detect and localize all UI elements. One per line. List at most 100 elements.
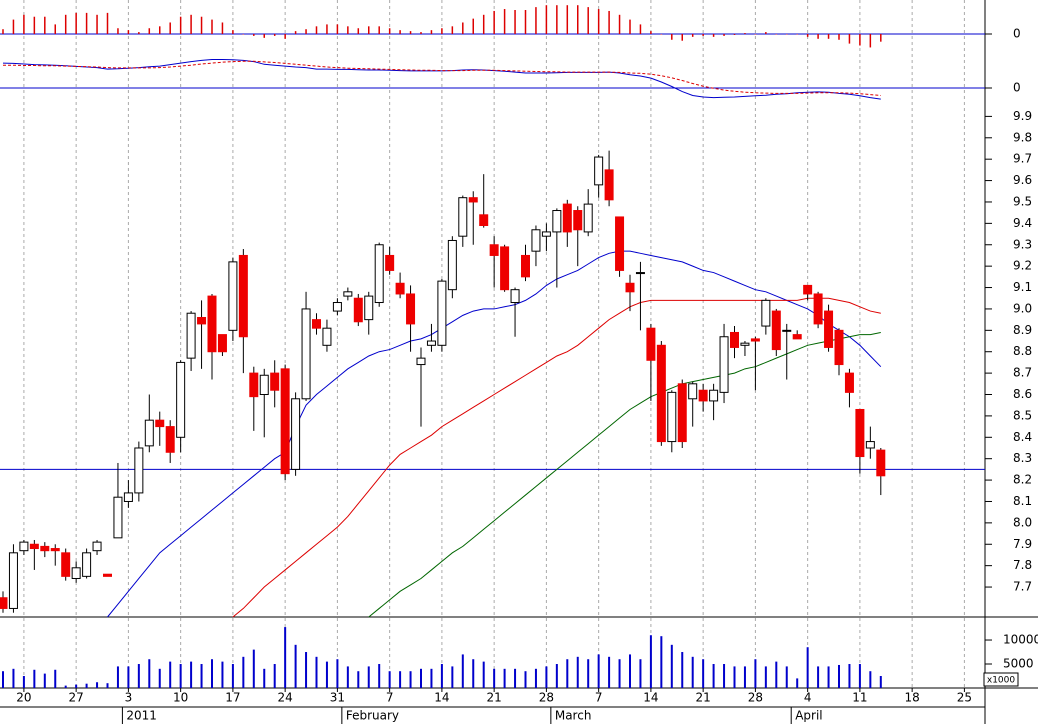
histogram-bar	[211, 19, 213, 34]
volume-bar	[315, 656, 318, 688]
candle-body	[312, 319, 321, 329]
x-tick-label: 21	[487, 691, 502, 705]
histogram-bar	[545, 5, 548, 34]
histogram-bar	[263, 34, 265, 38]
histogram-bar	[399, 30, 401, 34]
volume-bar	[420, 668, 422, 688]
volume-bar	[566, 659, 569, 688]
candle-body	[656, 344, 666, 443]
x-tick-label: 14	[643, 691, 658, 705]
candle-body	[165, 426, 175, 453]
y-tick-label: 8.1	[1013, 494, 1032, 508]
histogram-bar	[284, 34, 286, 39]
volume-bar	[691, 656, 694, 688]
candle-body	[594, 156, 604, 186]
candle-body	[625, 282, 635, 293]
candle-body	[0, 597, 8, 609]
x-tick-label: 14	[434, 691, 449, 705]
histogram-bar	[148, 28, 151, 34]
histogram-bar	[587, 7, 589, 35]
volume-bar	[827, 666, 830, 688]
histogram-bar	[315, 26, 318, 34]
candle-body	[834, 329, 844, 366]
candle-body	[646, 327, 656, 361]
volume-bar	[576, 656, 579, 688]
histogram-bar	[806, 34, 809, 37]
x-tick-label: 24	[278, 691, 293, 705]
candle-body	[103, 573, 112, 577]
volume-bar	[723, 664, 726, 688]
candle-body	[844, 372, 854, 393]
volume-bar	[764, 666, 767, 688]
candle-body	[19, 541, 29, 552]
histogram-bar	[232, 30, 234, 34]
histogram-bar	[765, 32, 767, 34]
histogram-bar	[106, 12, 109, 34]
candle-body	[562, 203, 572, 233]
histogram-bar	[368, 26, 370, 34]
histogram-bar	[326, 24, 328, 34]
histogram-bar	[23, 14, 25, 35]
candle-body	[541, 231, 551, 237]
x-tick-label: 17	[225, 691, 240, 705]
volume-bar	[702, 659, 705, 688]
candle-body	[500, 246, 510, 291]
volume-bar	[493, 668, 496, 688]
histogram-bar	[44, 16, 46, 34]
volume-bar	[785, 666, 788, 688]
histogram-bar	[54, 24, 56, 34]
volume-bar	[848, 664, 851, 688]
y-tick-label: 8.7	[1013, 366, 1032, 380]
y-tick-label: 8.0	[1013, 515, 1032, 529]
candle-body	[416, 357, 426, 366]
line	[368, 331, 881, 618]
y-tick-label: 8.4	[1013, 430, 1032, 444]
histogram-bar	[378, 26, 380, 34]
candle-body	[92, 541, 102, 552]
candle-body	[353, 297, 363, 323]
histogram-bar	[347, 26, 349, 34]
volume-bar	[190, 661, 193, 688]
volume-bar	[597, 654, 600, 688]
candle-body	[667, 391, 677, 443]
candle-body	[521, 254, 530, 278]
histogram-bar	[388, 28, 391, 34]
candle-body	[855, 408, 865, 458]
volume-bar	[148, 659, 151, 688]
candle-body	[677, 383, 687, 443]
candle-body	[489, 244, 499, 256]
candle-body	[709, 389, 719, 402]
y-tick-label: 8.2	[1013, 473, 1032, 487]
y-tick-label: 9.8	[1013, 130, 1032, 144]
histogram-bar	[190, 14, 192, 35]
histogram-bar	[169, 22, 171, 34]
histogram-bar	[817, 34, 819, 39]
histogram-bar	[2, 29, 4, 34]
candle-body	[426, 340, 436, 346]
volume-bar	[838, 664, 840, 688]
volume-bar	[869, 671, 872, 688]
candle-body	[61, 552, 71, 577]
histogram-bar	[660, 34, 663, 35]
volume-bar	[514, 668, 517, 688]
month-label: 2011	[126, 709, 157, 723]
volume-bar	[263, 668, 266, 688]
candle-body	[71, 567, 81, 579]
y-tick-label: 9.3	[1013, 237, 1032, 251]
histogram-bar	[305, 29, 307, 34]
y-tick-label: 7.8	[1013, 558, 1032, 572]
candle-body	[510, 289, 520, 304]
candle-body	[573, 210, 583, 231]
candle-body	[479, 214, 489, 227]
histogram-bar	[859, 34, 861, 46]
candle-body	[280, 368, 290, 475]
y-tick-label: 8.6	[1013, 387, 1032, 401]
volume-bar	[670, 644, 673, 688]
histogram-bar	[535, 7, 537, 35]
volume-bar	[158, 668, 161, 688]
volume-bar	[775, 661, 778, 688]
candle-body	[249, 372, 259, 398]
volume-bar	[817, 666, 820, 688]
volume-bar	[681, 652, 684, 688]
